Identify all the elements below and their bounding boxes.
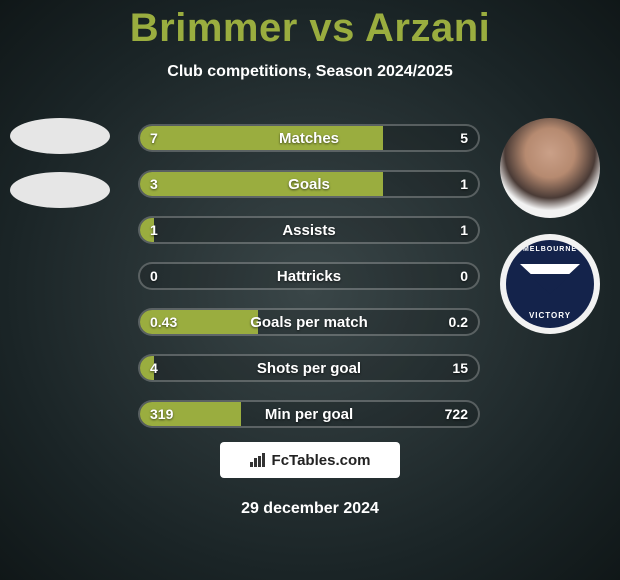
stat-value-right: 0.2 xyxy=(449,310,468,334)
club-text-bottom: VICTORY xyxy=(506,311,594,320)
stat-value-right: 0 xyxy=(460,264,468,288)
stat-value-right: 1 xyxy=(460,218,468,242)
stat-row: Assists1 1 xyxy=(138,216,480,244)
player-b-club-badge: MELBOURNE VICTORY xyxy=(500,234,600,334)
stat-label: Hattricks xyxy=(140,264,478,288)
stat-label: Assists xyxy=(140,218,478,242)
stat-value-right: 722 xyxy=(445,402,468,426)
stat-value-right: 1 xyxy=(460,172,468,196)
date-text: 29 december 2024 xyxy=(0,500,620,518)
left-player-column xyxy=(10,118,110,226)
stat-value-left: 1 xyxy=(150,218,158,242)
player-b-photo xyxy=(500,118,600,218)
player-a-photo-placeholder xyxy=(10,118,110,154)
source-badge[interactable]: FcTables.com xyxy=(220,442,400,478)
stat-row: Goals per match0.430.2 xyxy=(138,308,480,336)
stat-bars: Matches75Goals31Assists11Hattricks00Goal… xyxy=(138,124,480,446)
right-player-column: MELBOURNE VICTORY xyxy=(500,118,600,334)
stat-fill-left xyxy=(140,126,383,150)
stat-value-right: 5 xyxy=(460,126,468,150)
stat-label: Shots per goal xyxy=(140,356,478,380)
stat-fill-left xyxy=(140,172,383,196)
stat-row: Hattricks0 0 xyxy=(138,262,480,290)
player-a-club-placeholder xyxy=(10,172,110,208)
stat-row: Matches75 xyxy=(138,124,480,152)
stat-value-left: 3 xyxy=(150,172,158,196)
stat-value-left: 0.43 xyxy=(150,310,177,334)
stat-value-left: 0 xyxy=(150,264,158,288)
stat-value-left: 7 xyxy=(150,126,158,150)
stat-row: Goals31 xyxy=(138,170,480,198)
stat-row: Min per goal319722 xyxy=(138,400,480,428)
stat-value-right: 15 xyxy=(452,356,468,380)
page-subtitle: Club competitions, Season 2024/2025 xyxy=(0,63,620,81)
source-text: FcTables.com xyxy=(272,452,371,469)
club-text-top: MELBOURNE xyxy=(506,246,594,253)
stat-row: Shots per goal4 15 xyxy=(138,354,480,382)
stat-value-left: 4 xyxy=(150,356,158,380)
stat-value-left: 319 xyxy=(150,402,173,426)
chart-icon xyxy=(250,453,266,467)
page-title: Brimmer vs Arzani xyxy=(0,0,620,51)
